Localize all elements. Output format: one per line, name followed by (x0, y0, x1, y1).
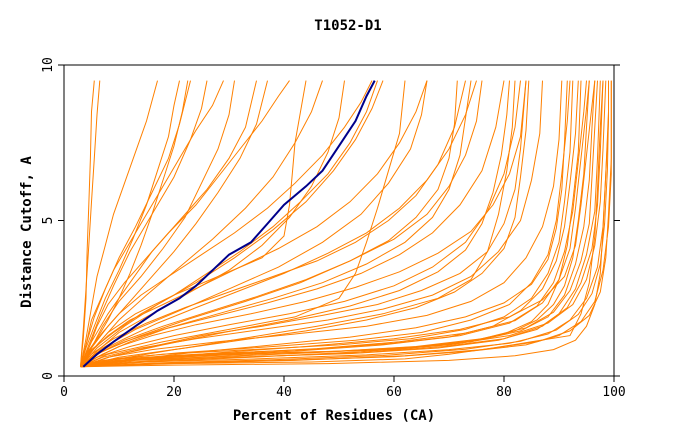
x-axis: 0 20 40 60 80 100 (60, 376, 626, 400)
model-series-line-37 (80, 80, 384, 368)
model-series-line-43 (80, 80, 208, 367)
model-series-line-35 (80, 80, 257, 367)
model-series-line-13 (80, 80, 571, 368)
highlight-series-line (82, 80, 376, 368)
model-series-line-47 (80, 80, 345, 368)
model-series-line-32 (80, 80, 472, 368)
model-series-line-52 (80, 80, 189, 367)
model-series-line-20 (80, 80, 428, 367)
model-series-line-46 (80, 80, 516, 368)
x-tick-label-20: 20 (166, 385, 182, 400)
model-series-line-29 (80, 80, 378, 367)
model-series-line-17 (80, 80, 521, 368)
model-series-line-23 (80, 80, 224, 367)
model-series-line-38 (80, 80, 428, 368)
model-series-line-45 (80, 80, 406, 368)
model-series-line-12 (80, 80, 604, 368)
model-series-line-28 (80, 80, 268, 367)
chart-title: T1052-D1 (314, 18, 381, 34)
x-tick-label-80: 80 (496, 385, 512, 400)
model-series-line-50 (80, 80, 612, 368)
model-series-line-31 (80, 80, 527, 368)
model-series-line-54 (80, 80, 609, 368)
model-series-line-42 (80, 80, 180, 367)
model-series-line-14 (80, 80, 590, 368)
y-axis: 0 5 10 (41, 57, 620, 380)
model-series-line-30 (80, 80, 477, 368)
model-series-line-49 (80, 80, 607, 368)
model-series-line-26 (80, 80, 95, 367)
model-series-line-40 (80, 80, 510, 368)
x-tick-label-40: 40 (276, 385, 292, 400)
y-tick-label-0: 0 (41, 372, 56, 380)
y-axis-label: Distance Cutoff, A (19, 156, 35, 308)
model-series-line-36 (80, 80, 323, 368)
model-series-line-27 (80, 80, 191, 367)
x-tick-label-0: 0 (60, 385, 68, 400)
y-tick-label-10: 10 (41, 57, 56, 73)
model-series-line-7 (80, 80, 598, 368)
model-series-line-55 (80, 80, 609, 368)
model-series-line-44 (80, 80, 307, 367)
y-tick-label-5: 5 (41, 217, 56, 225)
model-series-line-34 (80, 80, 235, 367)
model-series-line-25 (80, 80, 101, 367)
model-series-line-8 (80, 80, 574, 368)
model-series-line-41 (80, 80, 568, 368)
x-axis-label: Percent of Residues (CA) (233, 408, 435, 424)
x-tick-label-60: 60 (386, 385, 402, 400)
plot-area (80, 80, 612, 368)
model-series-line-51 (80, 80, 527, 368)
model-series-line-2 (80, 80, 582, 368)
model-series-line-15 (80, 80, 563, 368)
model-series-line-11 (80, 80, 604, 368)
model-series-line-53 (80, 80, 458, 368)
model-series-line-24 (80, 80, 158, 367)
model-series-line-48 (80, 80, 596, 368)
x-tick-label-100: 100 (602, 385, 625, 400)
